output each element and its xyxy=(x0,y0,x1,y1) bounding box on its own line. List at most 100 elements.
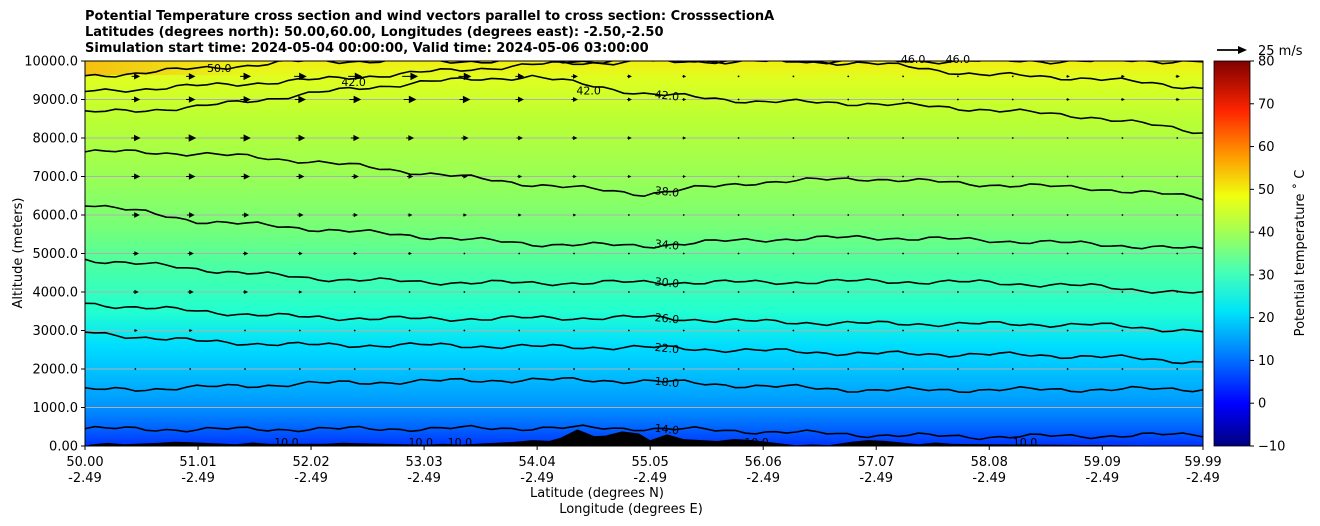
x-tick-label-lon: -2.49 xyxy=(746,471,780,486)
chart-title-line-3: Simulation start time: 2024-05-04 00:00:… xyxy=(85,41,649,56)
terrain xyxy=(85,429,1203,446)
wind-vector xyxy=(902,291,904,293)
y-tick-label: 5000.0 xyxy=(33,247,79,262)
y-tick-label: 3000.0 xyxy=(33,324,79,339)
quiver-key-label: 25 m/s xyxy=(1258,44,1303,59)
y-tick-label: 10000.0 xyxy=(24,55,78,70)
wind-vector xyxy=(1175,97,1180,102)
wind-vector xyxy=(1176,368,1179,370)
wind-vector xyxy=(847,368,850,370)
wind-vector xyxy=(352,212,358,218)
wind-vector xyxy=(847,75,850,78)
colorbar-tick-label: −10 xyxy=(1258,440,1285,455)
wind-vector xyxy=(1121,74,1125,79)
contour-line-14.0 xyxy=(85,424,1203,441)
wind-vector xyxy=(189,368,192,370)
wind-vector xyxy=(132,212,140,218)
contour-label: 10.0 xyxy=(744,436,769,449)
wind-vector xyxy=(188,328,193,333)
wind-vector xyxy=(627,368,630,370)
wind-vector xyxy=(737,75,740,78)
wind-vector xyxy=(1176,137,1179,139)
wind-vector xyxy=(792,329,795,332)
wind-vector xyxy=(571,135,578,141)
wind-vector xyxy=(737,252,740,255)
x-tick-label-lat: 53.03 xyxy=(405,455,442,470)
wind-vector xyxy=(458,72,472,81)
wind-vector xyxy=(1121,214,1124,216)
wind-vector xyxy=(241,173,250,180)
wind-vector xyxy=(1176,175,1179,178)
wind-vector xyxy=(792,291,795,293)
wind-vector xyxy=(1011,368,1014,370)
wind-vector xyxy=(792,214,795,216)
wind-vector xyxy=(516,135,523,141)
wind-vector xyxy=(131,134,141,142)
x-tick-label-lon: -2.49 xyxy=(859,471,893,486)
wind-vector xyxy=(682,368,685,370)
wind-vector xyxy=(1011,98,1014,101)
wind-vector xyxy=(957,98,959,101)
wind-vector xyxy=(957,75,959,78)
wind-vector xyxy=(627,329,630,332)
x-tick-label-lon: -2.49 xyxy=(633,471,667,486)
contour-label: 50.0 xyxy=(207,62,232,75)
wind-vector xyxy=(1011,214,1014,216)
x-tick-label-lat: 59.09 xyxy=(1084,455,1121,470)
wind-vector xyxy=(187,251,194,256)
wind-vector xyxy=(515,96,524,103)
y-tick-label: 9000.0 xyxy=(33,93,79,108)
wind-vector xyxy=(461,135,469,141)
wind-vector xyxy=(682,329,685,332)
wind-vector xyxy=(406,135,415,141)
contour-label: 10.0 xyxy=(274,436,299,449)
x-axis: 50.00-2.4951.01-2.4952.02-2.4953.03-2.49… xyxy=(66,446,1222,486)
wind-vector xyxy=(408,368,411,370)
wind-vector xyxy=(902,98,904,101)
wind-vector xyxy=(131,173,141,180)
wind-vector xyxy=(1066,329,1069,332)
wind-vector xyxy=(792,368,795,370)
x-tick-label-lat: 51.01 xyxy=(179,455,216,470)
colorbar-tick-label: 10 xyxy=(1258,354,1275,369)
wind-vector xyxy=(240,134,251,142)
y-tick-label: 4000.0 xyxy=(33,286,79,301)
wind-vector xyxy=(847,137,850,139)
y-tick-label: 6000.0 xyxy=(33,209,79,224)
contour-label: 30.0 xyxy=(654,275,680,290)
wind-vector xyxy=(459,95,471,104)
contour-line-22.0 xyxy=(85,331,1203,365)
colorbar-ticks: −10 0 10 20 30 40 50 60 70 80 xyxy=(1250,55,1285,455)
quiver-key: 25 m/s xyxy=(1217,44,1303,59)
wind-vector xyxy=(847,214,850,216)
y-tick-label: 0.00 xyxy=(49,440,78,455)
wind-vector xyxy=(131,96,141,103)
contour-label: 26.0 xyxy=(654,311,680,326)
colorbar-tick-label: 50 xyxy=(1258,183,1275,198)
wind-vector xyxy=(626,97,632,102)
wind-vector xyxy=(627,136,632,140)
wind-vector xyxy=(573,291,575,293)
wind-vector xyxy=(957,291,959,293)
wind-vector xyxy=(682,74,687,79)
colorbar-tick-label: 60 xyxy=(1258,140,1275,155)
wind-vector xyxy=(298,329,301,332)
y-tick-label: 2000.0 xyxy=(33,363,79,378)
wind-vector xyxy=(297,212,304,218)
wind-vector xyxy=(1066,252,1069,255)
x-tick-label-lon: -2.49 xyxy=(68,471,102,486)
x-tick-label-lat: 55.05 xyxy=(632,455,669,470)
wind-vector xyxy=(1176,214,1179,216)
wind-vector xyxy=(957,175,959,178)
wind-vector xyxy=(572,213,577,217)
colorbar-tick-label: 0 xyxy=(1258,397,1266,412)
wind-vector xyxy=(244,329,246,332)
wind-vector xyxy=(902,329,904,332)
wind-vector xyxy=(406,174,414,179)
wind-vector xyxy=(1011,291,1014,293)
wind-vector xyxy=(186,96,196,103)
chart-title-line-2: Latitudes (degrees north): 50.00,60.00, … xyxy=(85,25,664,40)
wind-vector xyxy=(1011,75,1014,78)
wind-vector xyxy=(1121,97,1125,102)
